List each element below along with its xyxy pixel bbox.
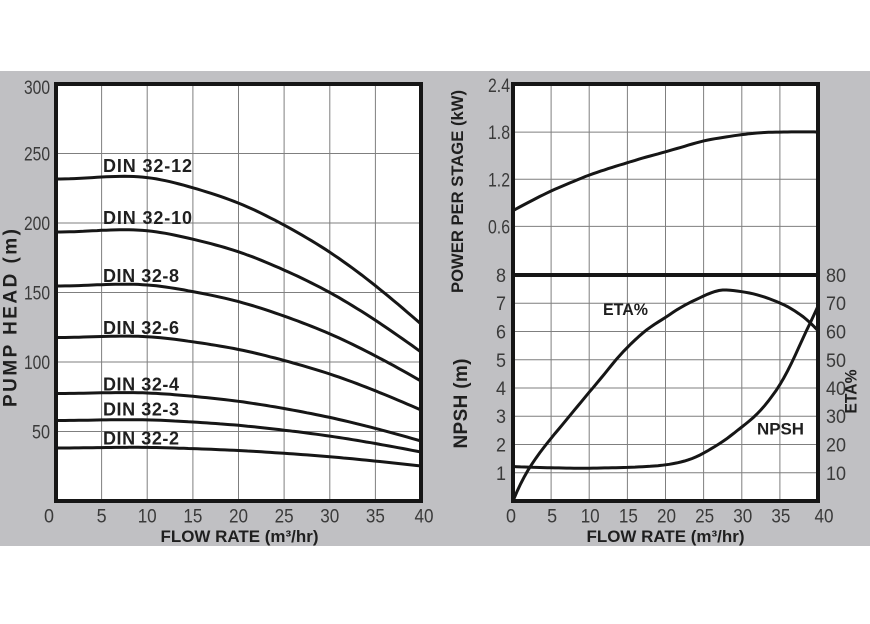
svg-text:250: 250 (24, 145, 50, 166)
svg-text:10: 10 (138, 507, 157, 528)
svg-text:0: 0 (44, 507, 54, 528)
svg-text:300: 300 (24, 78, 50, 99)
svg-text:25: 25 (695, 507, 714, 528)
svg-text:20: 20 (826, 436, 846, 457)
svg-text:ETA%: ETA% (603, 300, 648, 319)
svg-text:DIN 32-12: DIN 32-12 (103, 156, 192, 176)
svg-text:ETA%: ETA% (842, 370, 861, 414)
svg-text:5: 5 (97, 507, 107, 528)
svg-text:3: 3 (496, 407, 506, 428)
svg-text:100: 100 (24, 353, 50, 374)
svg-text:15: 15 (619, 507, 638, 528)
svg-text:50: 50 (32, 423, 50, 444)
svg-text:DIN 32-2: DIN 32-2 (103, 429, 179, 449)
svg-text:40: 40 (815, 507, 834, 528)
svg-text:25: 25 (275, 507, 294, 528)
svg-text:150: 150 (24, 284, 50, 305)
svg-text:POWER PER STAGE (kW): POWER PER STAGE (kW) (448, 90, 467, 293)
svg-text:DIN 32-8: DIN 32-8 (103, 266, 179, 286)
svg-text:80: 80 (826, 266, 846, 287)
svg-text:20: 20 (657, 507, 676, 528)
svg-text:60: 60 (826, 323, 846, 344)
svg-text:70: 70 (826, 294, 846, 315)
svg-text:10: 10 (581, 507, 600, 528)
svg-text:2: 2 (496, 436, 506, 457)
svg-text:7: 7 (496, 294, 506, 315)
svg-text:6: 6 (496, 323, 506, 344)
svg-text:35: 35 (771, 507, 790, 528)
svg-text:DIN 32-3: DIN 32-3 (103, 400, 179, 420)
svg-text:1.8: 1.8 (488, 123, 510, 144)
svg-text:DIN 32-6: DIN 32-6 (103, 318, 179, 338)
svg-text:10: 10 (826, 464, 846, 485)
svg-text:50: 50 (826, 351, 846, 372)
svg-text:FLOW RATE (m³/hr): FLOW RATE (m³/hr) (161, 527, 319, 546)
svg-text:30: 30 (320, 507, 339, 528)
svg-text:DIN 32-10: DIN 32-10 (103, 208, 192, 228)
svg-text:30: 30 (733, 507, 752, 528)
svg-text:30: 30 (826, 407, 846, 428)
svg-text:0: 0 (506, 507, 516, 528)
svg-text:35: 35 (366, 507, 385, 528)
svg-text:40: 40 (415, 507, 434, 528)
svg-text:4: 4 (496, 379, 506, 400)
svg-text:1: 1 (496, 464, 506, 485)
svg-text:5: 5 (547, 507, 557, 528)
svg-text:5: 5 (496, 351, 506, 372)
svg-text:8: 8 (496, 266, 506, 287)
svg-text:40: 40 (826, 379, 846, 400)
svg-text:0.6: 0.6 (488, 217, 510, 238)
svg-text:FLOW RATE (m³/hr): FLOW RATE (m³/hr) (587, 527, 745, 546)
svg-text:NPSH: NPSH (757, 420, 804, 439)
svg-text:DIN 32-4: DIN 32-4 (103, 375, 179, 395)
svg-text:2.4: 2.4 (488, 76, 510, 97)
svg-text:NPSH (m): NPSH (m) (451, 359, 472, 449)
svg-text:20: 20 (229, 507, 248, 528)
svg-text:15: 15 (183, 507, 202, 528)
svg-text:1.2: 1.2 (488, 170, 510, 191)
svg-text:200: 200 (24, 214, 50, 235)
